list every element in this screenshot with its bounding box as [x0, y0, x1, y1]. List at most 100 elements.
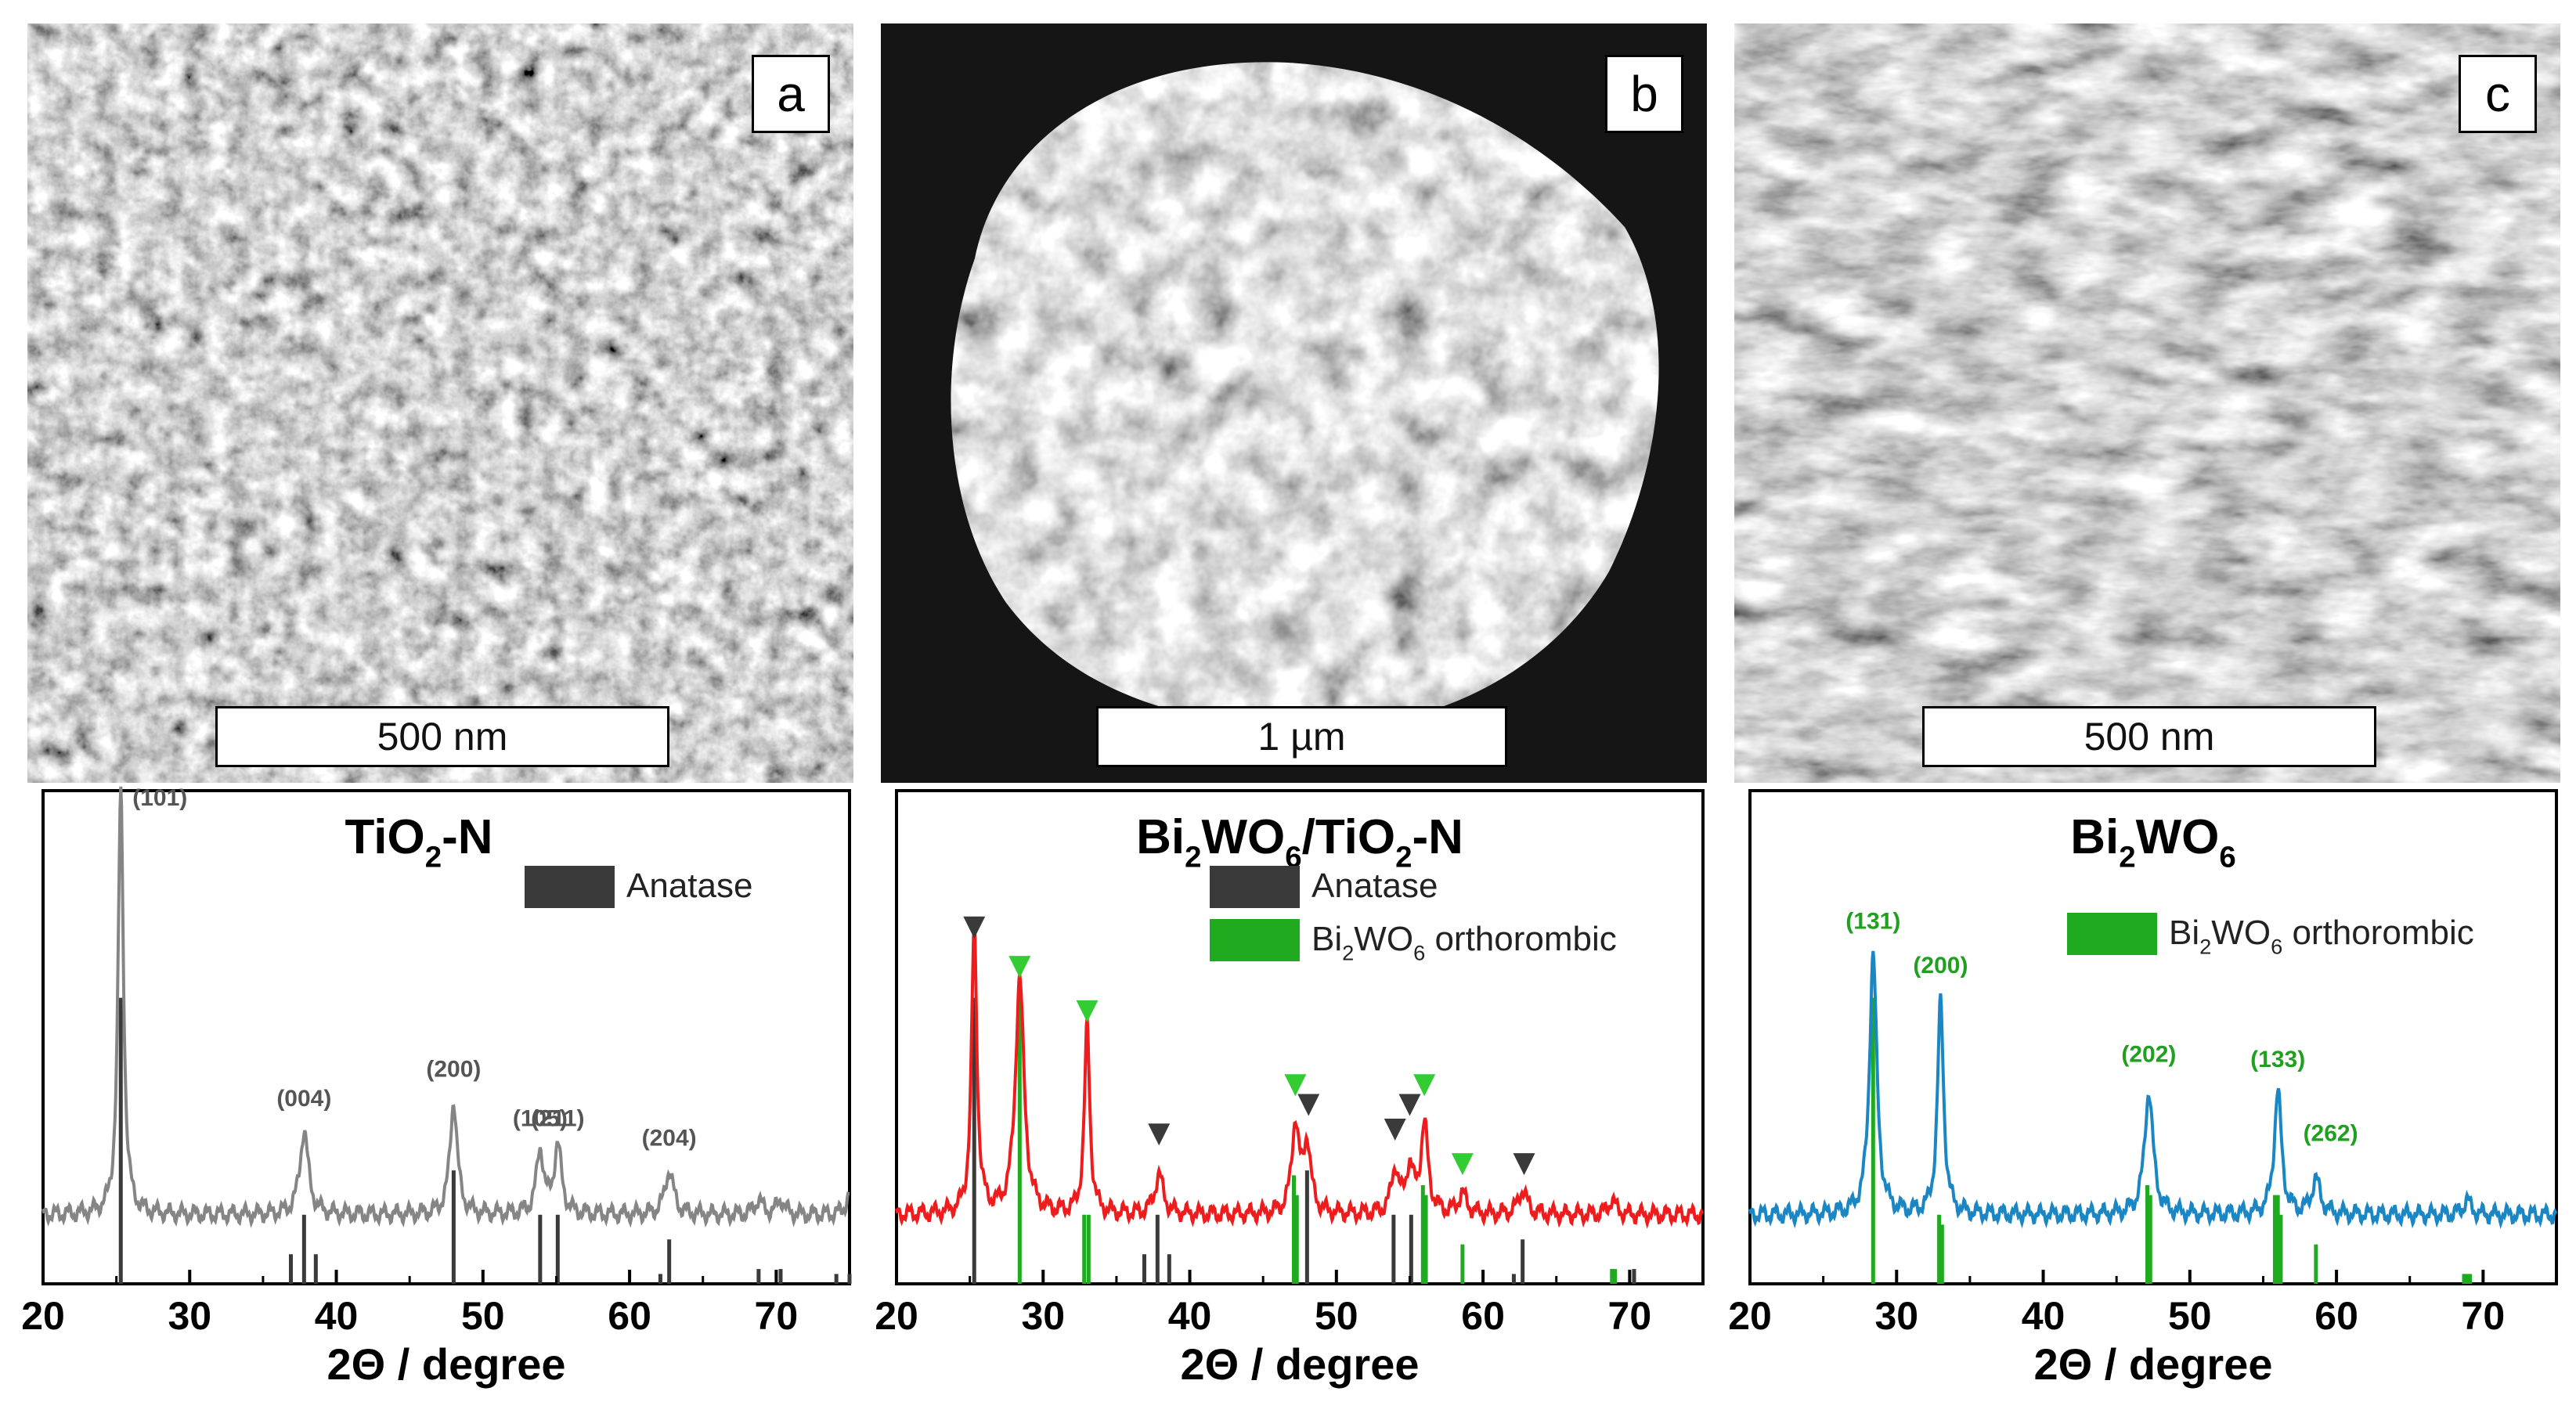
subscript: 6: [1285, 840, 1301, 874]
x-tick-label: 30: [1874, 1294, 1918, 1338]
panel-letter-b: b: [1605, 55, 1683, 133]
peak-label: (200): [1913, 953, 1968, 979]
sem-image-c: c 500 nm: [1734, 23, 2560, 783]
xrd-chart-0: TiO2-N Anatase (101) (004) (200) (105)(211) (2…: [21, 785, 852, 1389]
x-tick-label: 70: [2462, 1294, 2506, 1338]
panel-letter-c: c: [2459, 55, 2537, 133]
panel-letter-a: a: [752, 55, 830, 133]
x-tick-label: 60: [2314, 1294, 2358, 1338]
sem-image-a: a 500 nm: [27, 23, 853, 783]
peak-label: (211): [531, 1105, 584, 1131]
x-tick-label: 30: [1021, 1294, 1065, 1338]
x-tick-label: 60: [1461, 1294, 1505, 1338]
peak-marker: [1148, 1123, 1171, 1146]
legend-swatch: [2067, 913, 2157, 955]
xrd-pattern-line: [1748, 950, 2558, 1230]
text-run: /TiO: [1302, 810, 1395, 864]
scale-bar-a: 500 nm: [215, 706, 669, 767]
peak-label: (200): [426, 1056, 481, 1082]
peak-label: (202): [2121, 1042, 2176, 1068]
text-run: Bi: [2169, 914, 2199, 952]
x-tick-label: 20: [1728, 1294, 1772, 1338]
x-tick-label: 40: [2022, 1294, 2065, 1338]
legend-swatch: [1210, 919, 1300, 961]
legend-label: Anatase: [626, 867, 752, 905]
text-run: WO: [1202, 810, 1286, 864]
subscript: 2: [1395, 840, 1412, 874]
peak-marker: [1384, 1119, 1406, 1141]
x-tick-label: 30: [168, 1294, 211, 1338]
chart-title: TiO2-N: [345, 810, 493, 874]
x-tick-label: 50: [461, 1294, 505, 1338]
text-run: WO: [2136, 810, 2220, 864]
subscript: 2: [1342, 940, 1354, 964]
text-run: TiO: [345, 810, 425, 864]
x-tick-label: 40: [1168, 1294, 1212, 1338]
chart-title: Bi2WO6/TiO2-N: [1136, 810, 1463, 874]
xrd-pattern-line: [895, 921, 1705, 1229]
subscript: 6: [2219, 840, 2235, 874]
text-run: -N: [442, 810, 492, 864]
peak-marker: [1513, 1153, 1535, 1176]
x-tick-label: 20: [875, 1294, 918, 1338]
text-run: orthorombic: [2282, 914, 2474, 952]
text-run: Anatase: [626, 867, 752, 905]
legend-label: Bi2WO6 orthorombic: [1311, 920, 1617, 964]
x-tick-label: 50: [2168, 1294, 2212, 1338]
sem-texture-b: [881, 23, 1707, 783]
chart-frame: [1748, 789, 2558, 1285]
peak-marker: [1413, 1074, 1436, 1097]
peak-marker: [1297, 1094, 1320, 1116]
text-run: orthorombic: [1425, 920, 1617, 958]
subscript: 6: [1413, 940, 1425, 964]
peak-marker: [1008, 956, 1031, 979]
x-tick-label: 40: [315, 1294, 359, 1338]
text-run: Bi: [1311, 920, 1342, 958]
peak-label: (101): [132, 785, 187, 811]
legend-swatch: [525, 866, 615, 908]
x-tick-label: 70: [1608, 1294, 1652, 1338]
peak-label: (131): [1845, 908, 1900, 934]
subscript: 2: [425, 840, 442, 874]
sem-texture-c: [1734, 23, 2560, 783]
sem-texture-a: [27, 23, 853, 783]
chart-frame: [895, 789, 1705, 1285]
legend-label: Anatase: [1311, 867, 1438, 905]
scale-bar-c: 500 nm: [1922, 706, 2376, 767]
text-run: Bi: [1136, 810, 1185, 864]
peak-marker: [963, 916, 986, 939]
chart-title: Bi2WO6: [2070, 810, 2236, 874]
x-tick-label: 50: [1315, 1294, 1358, 1338]
peak-marker: [1284, 1074, 1307, 1097]
legend-label: Bi2WO6 orthorombic: [2169, 914, 2474, 958]
x-axis-label: 2Θ / degree: [327, 1339, 565, 1389]
peak-label: (004): [276, 1086, 331, 1112]
text-run: -N: [1412, 810, 1463, 864]
x-tick-label: 60: [608, 1294, 651, 1338]
subscript: 2: [2119, 840, 2135, 874]
text-run: Anatase: [1311, 867, 1438, 905]
chart-frame: [41, 789, 851, 1285]
text-run: WO: [1354, 920, 1413, 958]
legend-swatch: [1210, 866, 1300, 908]
x-tick-label: 70: [755, 1294, 799, 1338]
peak-label: (105): [513, 1105, 568, 1131]
peak-marker: [1451, 1153, 1474, 1176]
x-tick-label: 20: [21, 1294, 65, 1338]
peak-marker: [1398, 1094, 1421, 1116]
subscript: 2: [1185, 840, 1201, 874]
xrd-pattern-line: [41, 786, 850, 1228]
peak-label: (262): [2304, 1120, 2358, 1146]
sem-image-b: b 1 µm: [881, 23, 1707, 783]
x-axis-label: 2Θ / degree: [1180, 1339, 1419, 1389]
subscript: 2: [2199, 934, 2211, 958]
x-axis-label: 2Θ / degree: [2033, 1339, 2272, 1389]
text-run: Bi: [2070, 810, 2119, 864]
peak-label: (133): [2250, 1047, 2305, 1072]
peak-marker: [1076, 1000, 1099, 1022]
peak-label: (204): [642, 1126, 697, 1152]
scale-bar-b: 1 µm: [1096, 706, 1507, 767]
